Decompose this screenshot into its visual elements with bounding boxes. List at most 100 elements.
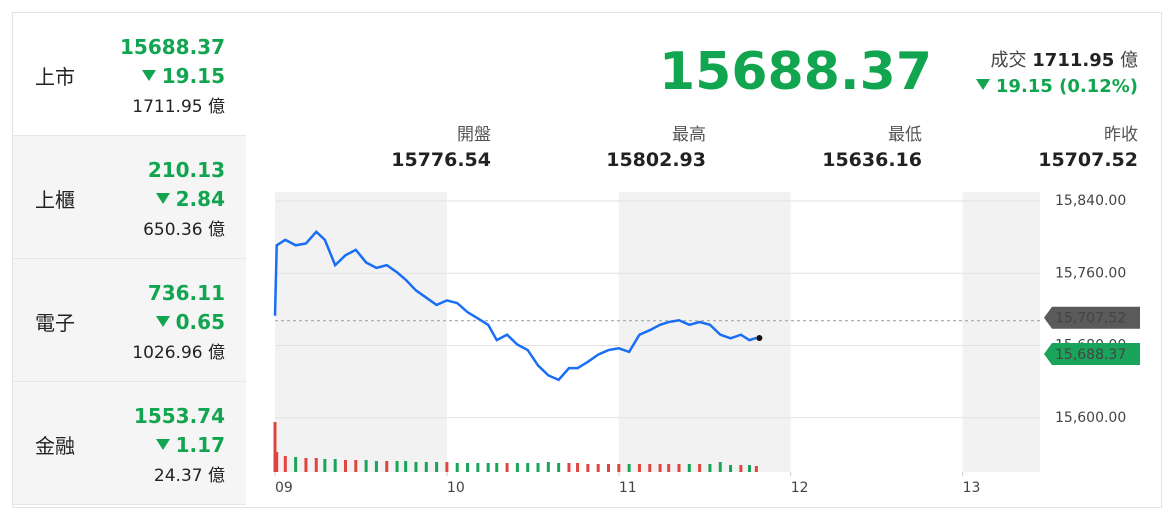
stat-label: 最高 bbox=[672, 125, 706, 145]
volume-bar bbox=[576, 463, 580, 472]
down-icon bbox=[141, 70, 156, 81]
volume-bar bbox=[546, 462, 550, 472]
x-tick-label: 11 bbox=[619, 480, 637, 496]
down-icon bbox=[155, 439, 170, 450]
volume-bar bbox=[658, 464, 662, 472]
volume-bar bbox=[323, 459, 327, 472]
volume-bar bbox=[283, 456, 287, 472]
volume-bar bbox=[729, 465, 733, 472]
change-value: 2.84 bbox=[175, 187, 225, 211]
session-band bbox=[275, 192, 447, 472]
volume-value: 1026.96 bbox=[132, 343, 203, 363]
volume-bar bbox=[385, 461, 389, 472]
market-price: 15688.37 bbox=[119, 35, 225, 59]
volume-bar bbox=[617, 464, 621, 472]
volume-bar bbox=[304, 458, 308, 472]
stat: 最低 15636.16 bbox=[722, 120, 922, 171]
volume-bar bbox=[526, 463, 530, 472]
price-line bbox=[273, 229, 757, 382]
volume-bar bbox=[627, 464, 631, 472]
volume-bar bbox=[505, 463, 509, 472]
volume-bar bbox=[536, 463, 540, 472]
volume-bar bbox=[455, 463, 459, 472]
volume-unit: 億 bbox=[208, 343, 225, 363]
volume-bar bbox=[698, 464, 702, 472]
volume-bar bbox=[718, 462, 722, 472]
volume-bar bbox=[435, 462, 439, 472]
volume-bar bbox=[476, 463, 480, 472]
market-item[interactable]: 金融 1553.74 1.17 24.37 億 bbox=[13, 382, 246, 505]
volume-bar bbox=[708, 464, 712, 472]
volume-bar bbox=[395, 461, 399, 472]
stat-label: 開盤 bbox=[457, 125, 491, 145]
volume-bar bbox=[294, 457, 298, 472]
volume-bar bbox=[648, 464, 652, 472]
market-change: 2.84 bbox=[155, 187, 225, 211]
volume-bar bbox=[314, 458, 318, 472]
volume-bar bbox=[354, 460, 358, 472]
stat-value: 15802.93 bbox=[606, 149, 706, 171]
turnover-label: 成交 bbox=[990, 50, 1027, 71]
x-tick-label: 10 bbox=[447, 480, 465, 496]
stat: 昨收 15707.52 bbox=[938, 120, 1138, 171]
frame bbox=[12, 12, 1162, 508]
market-name: 電子 bbox=[35, 311, 75, 335]
price-tag bbox=[1044, 306, 1140, 329]
volume-bar bbox=[333, 459, 337, 472]
y-tick-label: 15,760.00 bbox=[1055, 265, 1126, 281]
market-price: 1553.74 bbox=[133, 404, 225, 428]
volume-bar bbox=[414, 462, 418, 472]
volume-unit: 億 bbox=[208, 466, 225, 486]
volume-bar bbox=[677, 464, 681, 472]
volume-bar bbox=[607, 464, 611, 472]
market-name: 金融 bbox=[35, 434, 75, 458]
market-price: 210.13 bbox=[147, 158, 225, 182]
stat-value: 15776.54 bbox=[391, 149, 491, 171]
session-band bbox=[962, 192, 1040, 472]
turnover-unit: 億 bbox=[1120, 50, 1138, 71]
volume-bar bbox=[404, 461, 408, 472]
market-volume: 1711.95 億 bbox=[132, 92, 225, 117]
price-tag-label: 15,688.37 bbox=[1055, 347, 1126, 363]
turnover-value: 1711.95 bbox=[1032, 50, 1115, 71]
down-icon bbox=[155, 193, 170, 204]
volume-bar bbox=[275, 452, 279, 472]
volume-bar bbox=[596, 464, 600, 472]
volume-bar bbox=[567, 463, 571, 472]
price-tag-label: 15,707.52 bbox=[1055, 311, 1126, 327]
volume-value: 24.37 bbox=[153, 466, 203, 486]
volume-bar bbox=[374, 461, 378, 472]
change-value: 1.17 bbox=[175, 433, 225, 457]
x-tick-label: 09 bbox=[275, 480, 293, 496]
volume-bar bbox=[586, 464, 590, 472]
market-item[interactable]: 上櫃 210.13 2.84 650.36 億 bbox=[13, 136, 246, 259]
market-volume: 650.36 億 bbox=[143, 215, 225, 240]
volume-value: 1711.95 bbox=[132, 97, 203, 117]
stat: 最高 15802.93 bbox=[506, 120, 706, 171]
market-item[interactable]: 電子 736.11 0.65 1026.96 億 bbox=[13, 259, 246, 382]
index-change: 19.15 (0.12%) bbox=[975, 76, 1138, 97]
volume-bar bbox=[515, 463, 519, 472]
y-tick-label: 15,600.00 bbox=[1055, 410, 1126, 426]
price-tag bbox=[1044, 342, 1140, 365]
stat-value: 15636.16 bbox=[822, 149, 922, 171]
volume-bar bbox=[343, 460, 347, 472]
market-volume: 1026.96 億 bbox=[132, 338, 225, 363]
down-icon bbox=[975, 79, 990, 90]
market-name: 上市 bbox=[35, 65, 75, 89]
stat: 開盤 15776.54 bbox=[291, 120, 491, 171]
volume-bar bbox=[486, 463, 490, 472]
market-item[interactable]: 上市 15688.37 19.15 1711.95 億 bbox=[13, 13, 246, 136]
change-value: 19.15 bbox=[161, 64, 225, 88]
volume-bar bbox=[445, 462, 449, 472]
volume-value: 650.36 bbox=[143, 220, 203, 240]
volume-bar bbox=[424, 462, 428, 472]
volume-unit: 億 bbox=[208, 220, 225, 240]
x-tick-label: 13 bbox=[963, 480, 981, 496]
change-text: 19.15 (0.12%) bbox=[995, 76, 1138, 97]
volume-bar bbox=[667, 464, 671, 472]
stat-label: 昨收 bbox=[1104, 125, 1138, 145]
volume-bar bbox=[364, 460, 368, 472]
